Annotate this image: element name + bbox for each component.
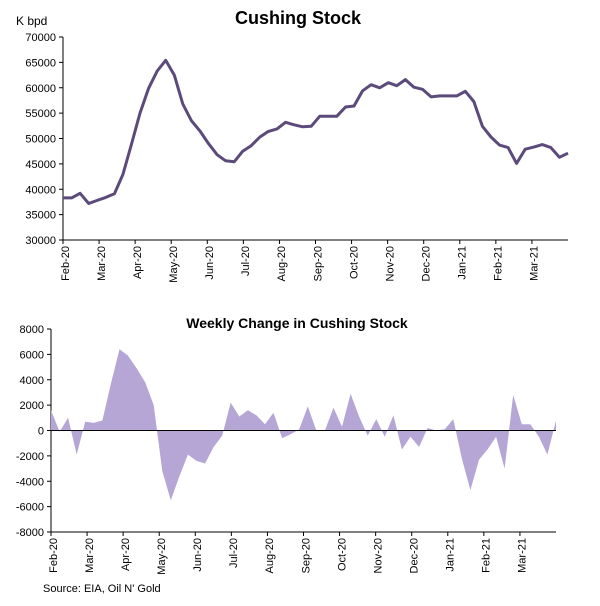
x-tick-label: Jan-21 (445, 538, 457, 572)
y-tick-label: 65000 (25, 57, 56, 69)
x-tick-label: Jun-20 (192, 538, 204, 572)
y-tick-label: 45000 (25, 159, 56, 171)
x-tick-label: Aug-20 (264, 538, 276, 573)
x-tick-label: May-20 (168, 246, 180, 283)
y-tick-label: 4000 (20, 375, 44, 387)
x-tick-label: May-20 (156, 538, 168, 575)
x-tick-label: Mar-21 (529, 246, 541, 281)
y-tick-label: -8000 (16, 527, 44, 539)
series-line-cushing-stock (63, 58, 569, 205)
x-tick-label: Feb-20 (48, 538, 60, 573)
x-tick-label: Sep-20 (312, 246, 324, 281)
x-tick-label: Oct-20 (348, 246, 360, 279)
y-tick-label: -4000 (16, 476, 44, 488)
x-tick-label: Aug-20 (276, 246, 288, 281)
y-tick-label: 50000 (25, 134, 56, 146)
x-tick-label: Nov-20 (384, 246, 396, 281)
y-tick-label: 0 (38, 426, 44, 438)
x-tick-label: Jul-20 (240, 246, 252, 276)
y-tick-label: 8000 (20, 324, 44, 336)
x-tick-label: Dec-20 (409, 538, 421, 573)
x-tick-label: Mar-21 (517, 538, 529, 573)
y-tick-label: 55000 (25, 108, 56, 120)
x-tick-label: Oct-20 (336, 538, 348, 571)
y-tick-label: 70000 (25, 32, 56, 44)
x-tick-label: Feb-20 (60, 246, 72, 281)
x-tick-label: Apr-20 (132, 246, 144, 279)
x-tick-label: Jun-20 (204, 246, 216, 280)
x-tick-label: Jan-21 (457, 246, 469, 280)
y-tick-label: 30000 (25, 235, 56, 247)
x-tick-label: Feb-21 (481, 538, 493, 573)
x-tick-label: Mar-20 (96, 246, 108, 281)
y-tick-label: 60000 (25, 83, 56, 95)
x-tick-label: Sep-20 (300, 538, 312, 573)
y-axis-unit-label: K bpd (16, 14, 47, 28)
x-tick-label: Mar-20 (84, 538, 96, 573)
y-tick-label: -2000 (16, 451, 44, 463)
x-tick-label: Nov-20 (372, 538, 384, 573)
x-tick-label: Feb-21 (493, 246, 505, 281)
y-tick-label: 35000 (25, 210, 56, 222)
y-tick-label: 2000 (20, 400, 44, 412)
x-tick-label: Apr-20 (120, 538, 132, 571)
x-tick-label: Jul-20 (228, 538, 240, 568)
chart-title-cushing-stock: Cushing Stock (235, 8, 362, 28)
chart-title-weekly-change: Weekly Change in Cushing Stock (186, 315, 408, 331)
bottom-plot-area: -8000 -6000 -4000 -2000 0 2000 4000 6000 8000 Feb… (16, 324, 556, 575)
y-tick-label: 40000 (25, 184, 56, 196)
series-area-weekly-change (51, 349, 556, 501)
source-note: Source: EIA, Oil N' Gold (43, 583, 161, 595)
y-tick-label: 6000 (20, 349, 44, 361)
y-tick-label: -6000 (16, 502, 44, 514)
top-plot-area: 30000 35000 40000 45000 50000 55000 60000 65000… (25, 32, 569, 283)
x-tick-label: Dec-20 (421, 246, 433, 281)
